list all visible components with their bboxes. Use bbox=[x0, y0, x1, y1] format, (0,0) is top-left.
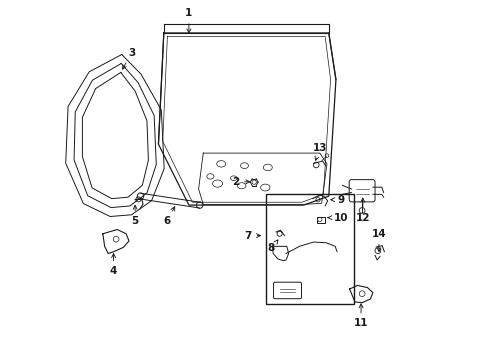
Text: 3: 3 bbox=[122, 48, 135, 69]
Text: 6: 6 bbox=[163, 207, 174, 226]
Text: 11: 11 bbox=[353, 304, 367, 328]
Bar bbox=[265, 194, 353, 304]
Text: 8: 8 bbox=[267, 240, 277, 253]
Text: 14: 14 bbox=[371, 229, 386, 252]
Text: 12: 12 bbox=[355, 198, 369, 222]
Bar bbox=[317, 217, 325, 223]
Text: 9: 9 bbox=[330, 195, 344, 205]
Text: 4: 4 bbox=[110, 254, 117, 276]
Text: 2: 2 bbox=[231, 177, 249, 187]
Text: 7: 7 bbox=[244, 231, 260, 240]
Text: 1: 1 bbox=[185, 8, 192, 33]
Text: 13: 13 bbox=[312, 143, 326, 160]
Text: 10: 10 bbox=[327, 213, 348, 222]
Text: 5: 5 bbox=[131, 205, 139, 226]
